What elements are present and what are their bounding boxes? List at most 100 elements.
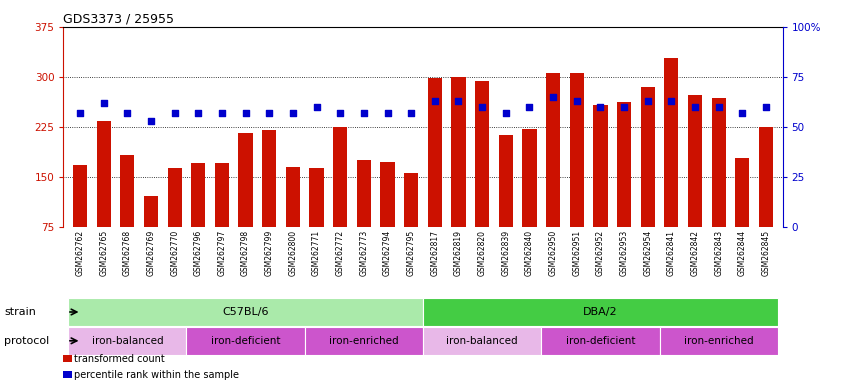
Point [712,104,726,110]
Text: GSM262844: GSM262844 [738,230,747,276]
Bar [286,167,300,276]
Text: transformed count: transformed count [74,354,165,364]
Bar [310,168,324,276]
Text: GSM262951: GSM262951 [572,230,581,276]
Point [215,110,228,116]
Bar [215,163,229,276]
Point [475,104,489,110]
Text: GSM262840: GSM262840 [525,230,534,276]
Bar [711,98,726,276]
Point [689,104,702,110]
Bar [498,135,513,276]
Text: GSM262817: GSM262817 [431,230,439,276]
Bar [475,81,489,276]
Text: GSM262769: GSM262769 [146,230,156,276]
Bar [357,160,371,276]
Point [499,110,513,116]
Text: GSM262794: GSM262794 [383,230,392,276]
Text: GSM262771: GSM262771 [312,230,321,276]
Text: GSM262762: GSM262762 [75,230,85,276]
Point [641,98,655,104]
Text: iron-deficient: iron-deficient [211,336,280,346]
Text: GSM262839: GSM262839 [502,230,510,276]
Text: GSM262842: GSM262842 [690,230,700,276]
Text: GSM262820: GSM262820 [478,230,486,276]
Bar [569,73,584,276]
Text: C57BL/6: C57BL/6 [222,307,269,317]
Point [735,110,749,116]
Point [310,104,323,110]
Text: GSM262795: GSM262795 [407,230,415,276]
Text: GSM262953: GSM262953 [619,230,629,276]
Bar [333,127,348,276]
Bar [593,105,607,276]
Text: GSM262950: GSM262950 [548,230,558,276]
Text: GSM262952: GSM262952 [596,230,605,276]
Point [333,110,347,116]
Bar [660,327,777,355]
Text: GSM262800: GSM262800 [288,230,298,276]
Text: GSM262798: GSM262798 [241,230,250,276]
Bar [617,102,631,276]
Text: GSM262819: GSM262819 [454,230,463,276]
Text: protocol: protocol [4,336,49,346]
Point [357,110,371,116]
Bar [120,155,135,276]
Bar [664,58,678,276]
Text: strain: strain [4,307,36,317]
Bar [239,133,253,276]
Bar [186,327,305,355]
Point [618,104,631,110]
Point [144,118,157,124]
Point [547,94,560,100]
Bar [759,127,773,276]
Text: GSM262768: GSM262768 [123,230,132,276]
Point [97,100,111,106]
Text: GSM262843: GSM262843 [714,230,723,276]
Point [74,110,87,116]
Bar [522,129,536,276]
Bar [452,77,465,276]
Text: GSM262841: GSM262841 [667,230,676,276]
Point [452,98,465,104]
Bar [262,130,277,276]
Text: iron-enriched: iron-enriched [329,336,398,346]
Bar [73,166,87,276]
Bar [640,87,655,276]
Point [570,98,584,104]
Text: GSM262770: GSM262770 [170,230,179,276]
Bar [69,327,186,355]
Bar [541,327,660,355]
Text: GSM262797: GSM262797 [217,230,227,276]
Text: GSM262772: GSM262772 [336,230,344,276]
Text: iron-enriched: iron-enriched [684,336,754,346]
Text: GDS3373 / 25955: GDS3373 / 25955 [63,13,174,26]
Bar [546,73,560,276]
Bar [305,327,423,355]
Bar [404,173,418,276]
Point [120,110,134,116]
Point [594,104,607,110]
Point [665,98,678,104]
Bar [69,298,423,326]
Point [523,104,536,110]
Text: iron-deficient: iron-deficient [566,336,635,346]
Text: GSM262954: GSM262954 [643,230,652,276]
Bar [144,196,158,276]
Bar [688,96,702,276]
Text: GSM262845: GSM262845 [761,230,771,276]
Bar [428,78,442,276]
Point [404,110,418,116]
Bar [423,298,777,326]
Bar [96,121,111,276]
Point [381,110,394,116]
Point [759,104,772,110]
Point [428,98,442,104]
Text: GSM262773: GSM262773 [360,230,368,276]
Point [262,110,276,116]
Text: GSM262765: GSM262765 [99,230,108,276]
Bar [735,158,750,276]
Point [286,110,299,116]
Point [168,110,181,116]
Text: DBA/2: DBA/2 [583,307,618,317]
